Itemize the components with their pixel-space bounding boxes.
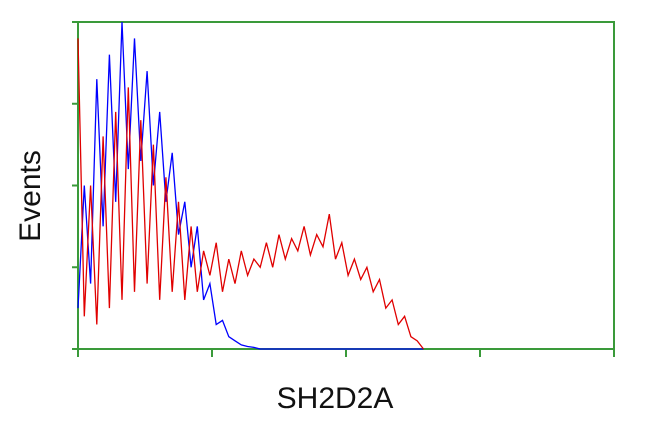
histogram-line [77, 21, 424, 350]
y-axis-label: Events [14, 150, 47, 242]
x-axis-label: SH2D2A [277, 382, 394, 415]
histogram-line [77, 38, 425, 350]
plot-frame [77, 21, 615, 350]
